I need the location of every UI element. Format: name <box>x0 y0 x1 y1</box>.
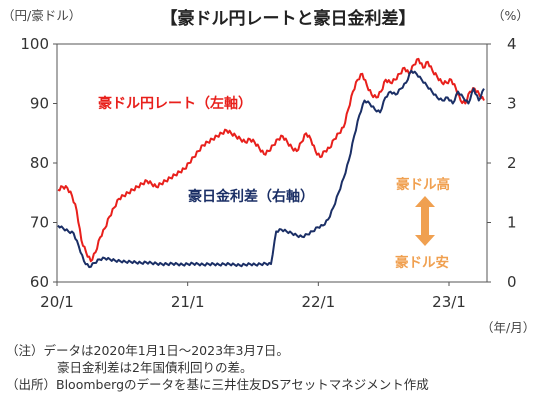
series-line-spread <box>57 69 485 269</box>
note-source: （出所）Bloombergのデータを基に三井住友DSアセットマネジメント作成 <box>6 377 429 392</box>
x-tick-label: 22/1 <box>301 293 335 311</box>
annotation-aud-down: 豪ドル安 <box>395 254 449 271</box>
left-tick-label: 90 <box>30 95 49 113</box>
series-label-audjpy: 豪ドル円レート（左軸） <box>98 95 252 112</box>
right-tick-label: 2 <box>507 154 517 172</box>
footnotes: （注）データは2020年1月1日～2023年3月7日。 豪日金利差は2年国債利回… <box>6 342 546 393</box>
double-arrow-icon <box>415 196 435 246</box>
note-spread-definition: 豪日金利差は2年国債利回りの差。 <box>57 360 253 375</box>
series-label-spread: 豪日金利差（右軸） <box>188 188 314 205</box>
right-tick-label: 4 <box>507 35 517 53</box>
series-line-audjpy <box>57 57 485 263</box>
left-tick-label: 80 <box>30 154 49 172</box>
chart-area: 【豪ドル円レートと豪日金利差】 （円/豪ドル） （%） 60708090100 … <box>2 8 535 335</box>
left-axis-unit: （円/豪ドル） <box>2 8 81 23</box>
right-tick-label: 3 <box>507 95 517 113</box>
left-tick-label: 60 <box>30 273 49 291</box>
annotation-aud-up: 豪ドル高 <box>396 176 450 193</box>
x-axis-unit: （年/月） <box>481 320 535 335</box>
x-tick-label: 20/1 <box>40 293 74 311</box>
x-tick-label: 23/1 <box>432 293 466 311</box>
right-tick-label: 0 <box>507 273 517 291</box>
note-data-period: （注）データは2020年1月1日～2023年3月7日。 <box>6 343 289 358</box>
right-axis-unit: （%） <box>492 8 529 23</box>
chart-title: 【豪ドル円レートと豪日金利差】 <box>161 8 416 29</box>
left-tick-label: 70 <box>30 214 49 232</box>
right-tick-label: 1 <box>507 214 517 232</box>
x-tick-label: 21/1 <box>171 293 205 311</box>
left-tick-label: 100 <box>20 35 49 53</box>
